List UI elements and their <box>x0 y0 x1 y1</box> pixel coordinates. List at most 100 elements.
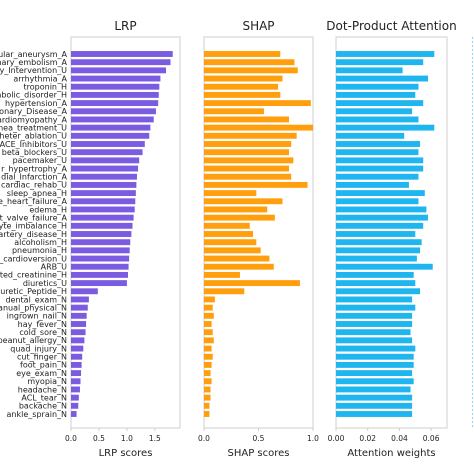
bar <box>204 59 295 66</box>
bar <box>71 157 140 164</box>
bar <box>204 321 212 327</box>
y-tick-label: cut_finger_N <box>17 353 67 362</box>
bar <box>336 361 414 368</box>
y-tick-label: e_heart_failure_A <box>0 197 68 206</box>
bar <box>71 239 131 246</box>
bar <box>204 206 268 213</box>
bar <box>71 280 127 287</box>
y-tick-label: foot_pain_N <box>20 361 67 370</box>
y-tick-label: alcoholism_H <box>14 238 67 247</box>
bar <box>336 51 435 57</box>
bar <box>71 206 135 213</box>
y-tick-label: ACL_tear_N <box>21 393 67 402</box>
x-axis-label: Attention weights <box>347 448 435 459</box>
bar <box>336 108 413 115</box>
y-tick-label: yte_imbalance_H <box>0 222 67 231</box>
x-tick-label: 0.0 <box>65 434 77 443</box>
x-tick-label: 0.0 <box>198 434 210 443</box>
x-axis-label: SHAP scores <box>228 448 290 459</box>
y-tick-label: ardiomyopathy_A <box>0 115 68 124</box>
y-tick-label: artery_disease_H <box>0 230 67 239</box>
bar <box>336 181 409 188</box>
bar <box>71 394 79 401</box>
bar <box>204 353 213 360</box>
bar <box>204 157 294 164</box>
y-tick-label: peanut_allergy_N <box>0 336 67 345</box>
bar <box>336 411 413 417</box>
bar <box>336 263 433 270</box>
bar <box>336 173 419 180</box>
y-tick-label: sleep_apnea_H <box>7 189 67 198</box>
y-tick-label: heter_ablation_U <box>0 132 67 141</box>
bar <box>204 271 240 278</box>
bar <box>336 394 413 401</box>
y-tick-label: _cardioversion_U <box>0 254 67 263</box>
bar <box>336 386 411 393</box>
bar <box>204 231 254 237</box>
bar <box>204 386 211 393</box>
bar <box>336 312 413 319</box>
bar <box>204 214 275 221</box>
bar <box>204 149 290 156</box>
y-tick-label: abolic_disorder_H <box>0 91 67 100</box>
bar <box>204 345 212 352</box>
bar <box>336 255 417 262</box>
bar <box>204 198 283 205</box>
bar <box>71 255 130 262</box>
y-tick-label: nary_embolism_A <box>0 58 68 67</box>
bar <box>71 378 81 385</box>
bar <box>71 312 87 319</box>
bar <box>204 304 213 311</box>
y-tick-label: ARB_U <box>41 263 68 272</box>
bar <box>204 83 279 90</box>
bar <box>336 296 413 303</box>
bar <box>71 149 143 156</box>
bar <box>336 190 425 197</box>
bar <box>204 75 283 82</box>
bar <box>71 329 86 336</box>
bar <box>336 116 419 123</box>
bar <box>204 132 297 139</box>
bar <box>204 394 211 401</box>
bar <box>336 206 427 213</box>
bar <box>204 239 257 246</box>
bar <box>336 91 416 98</box>
bar <box>71 321 87 327</box>
bar <box>336 378 414 385</box>
y-tick-label: troponin_H <box>24 83 68 92</box>
bar <box>336 353 414 360</box>
bar <box>204 190 257 197</box>
y-tick-label: quad_injury_N <box>10 344 67 353</box>
bar <box>204 378 212 385</box>
y-tick-label: hay_fever_N <box>18 320 67 329</box>
bar <box>204 116 290 123</box>
bar <box>204 402 210 409</box>
bar <box>204 255 270 262</box>
bar <box>336 337 413 344</box>
y-tick-label: onary_Disease_A <box>0 107 68 116</box>
bar <box>71 296 89 303</box>
bar <box>204 67 298 74</box>
bar <box>204 370 211 377</box>
bar <box>71 361 82 368</box>
bar <box>336 402 413 409</box>
bar <box>336 247 421 254</box>
bar <box>71 386 80 393</box>
bar <box>71 402 79 409</box>
bar <box>204 280 300 287</box>
y-tick-label: diuretics_U <box>23 279 67 288</box>
bar <box>336 100 424 107</box>
bar <box>71 288 98 295</box>
panel-title: LRP <box>114 19 136 33</box>
x-tick-label: 1.0 <box>121 434 133 443</box>
bar <box>204 312 214 319</box>
x-tick-label: 0.06 <box>423 434 440 443</box>
y-tick-label: headache_N <box>18 385 67 394</box>
y-tick-label: myopia_N <box>27 377 67 386</box>
bar <box>336 132 405 139</box>
y-tick-label: ankle_sprain_N <box>7 410 67 419</box>
bar <box>204 165 290 172</box>
y-tick-label: edema_H <box>29 205 67 214</box>
y-tick-label: pneumonia_H <box>12 246 67 255</box>
